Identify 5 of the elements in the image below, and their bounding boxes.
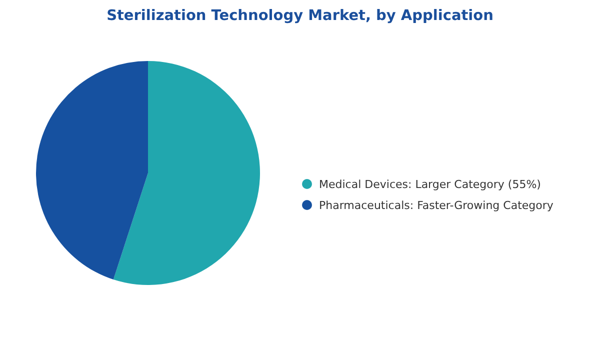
chart-title: Sterilization Technology Market, by Application: [106, 8, 494, 24]
pie-slice: [36, 61, 148, 280]
legend-label: Pharmaceuticals: Faster-Growing Category: [319, 199, 554, 212]
legend-label: Medical Devices: Larger Category (55%): [319, 178, 541, 191]
pie-slice: [113, 61, 260, 285]
